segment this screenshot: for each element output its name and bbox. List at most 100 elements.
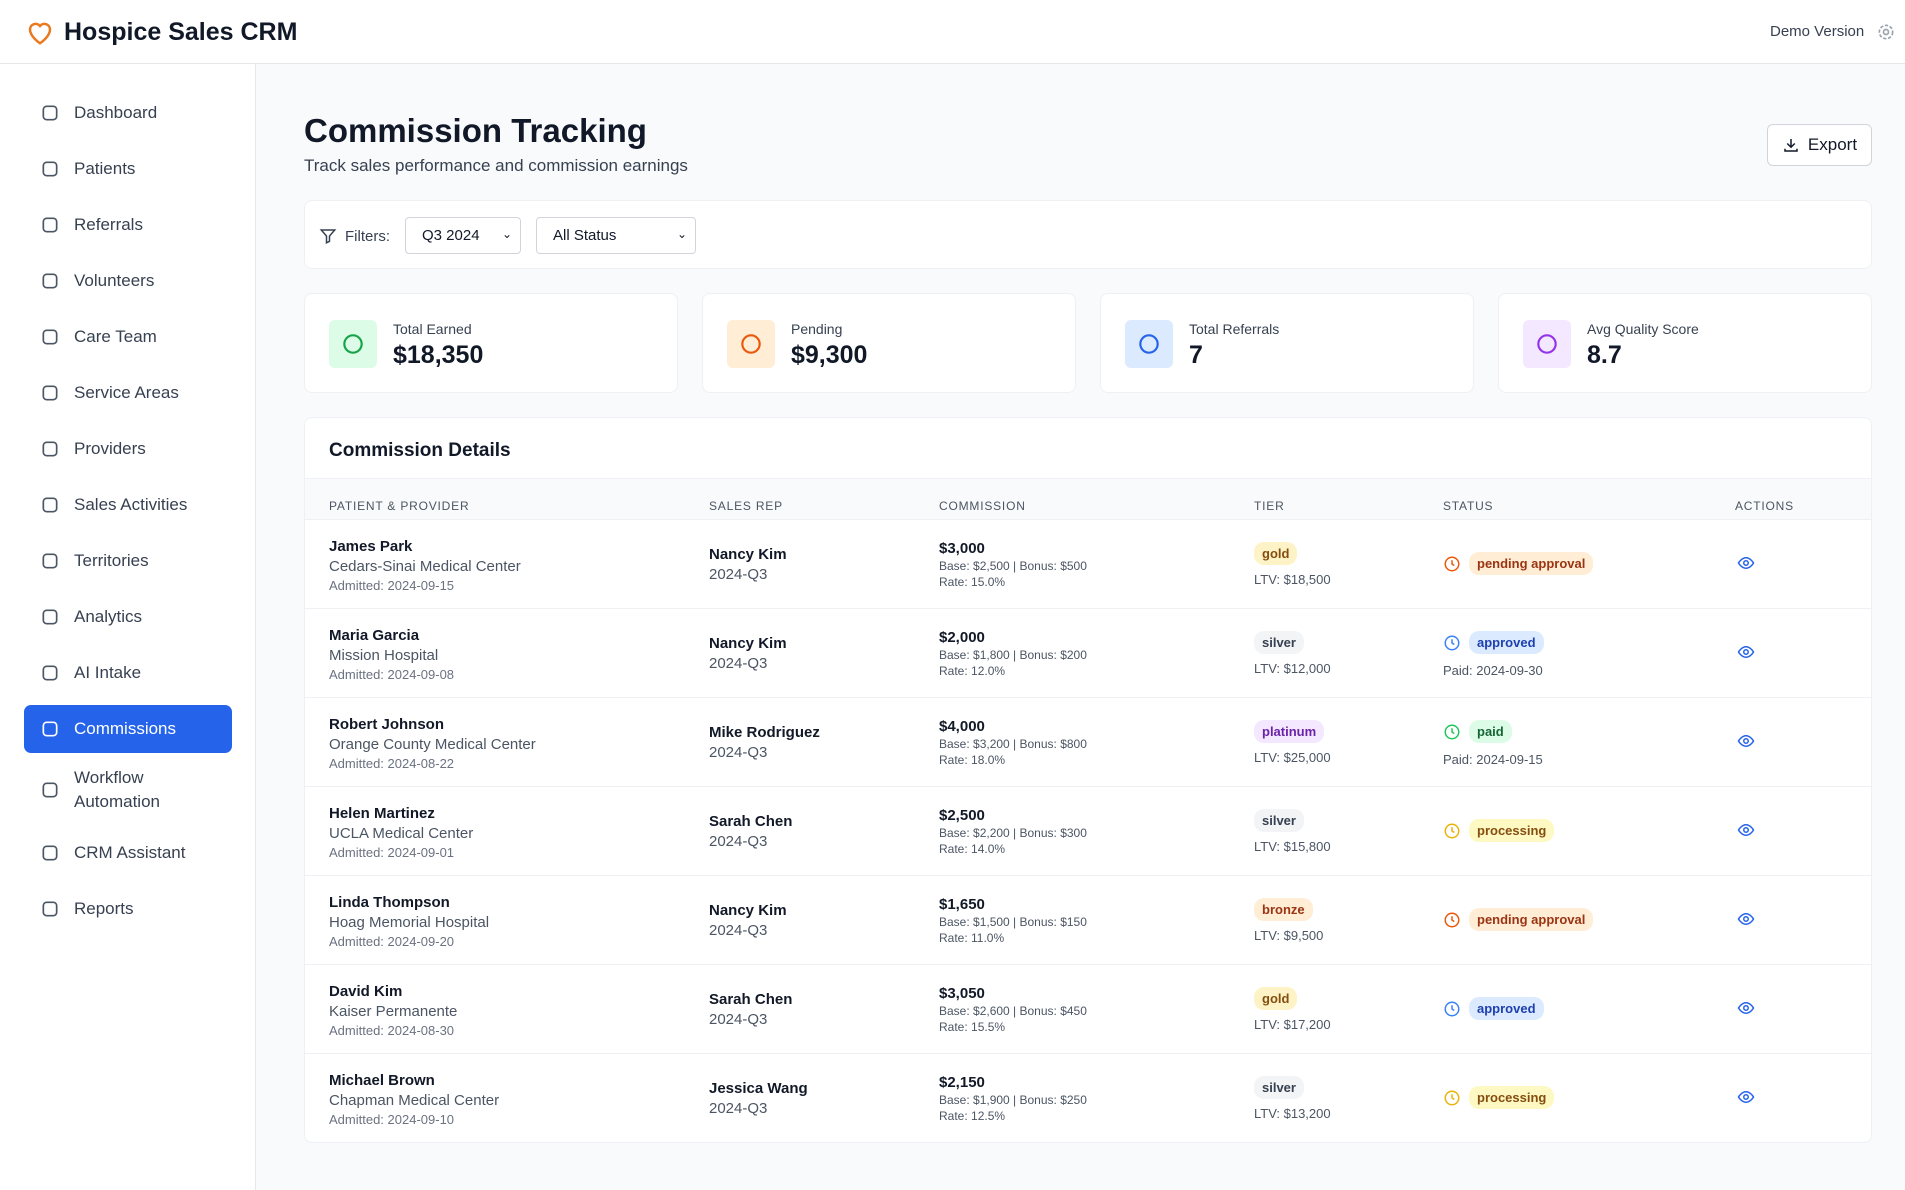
status-icon — [1444, 1001, 1460, 1016]
nav-icon — [42, 217, 58, 233]
nav-item[interactable]: AI Intake — [24, 649, 232, 697]
ltv: LTV: $15,800 — [1254, 839, 1331, 854]
filter-icon — [319, 229, 337, 244]
stat-value: 7 — [1189, 341, 1203, 369]
nav-item[interactable]: Dashboard — [24, 89, 232, 137]
patient-name: Helen Martinez — [329, 805, 435, 822]
paid-date: Paid: 2024-09-15 — [1443, 752, 1543, 767]
eye-icon — [1737, 1090, 1755, 1104]
nav-item[interactable]: CRM Assistant — [24, 829, 232, 877]
view-button[interactable] — [1737, 554, 1755, 577]
tier-badge: silver — [1254, 1076, 1304, 1099]
nav-label: Patients — [74, 159, 136, 178]
rate: Rate: 18.0% — [939, 753, 1006, 767]
stat-value: $18,350 — [393, 341, 484, 369]
filter-bar: Filters: Q3 2024 ⌄ All Status ⌄ — [304, 200, 1872, 269]
stat-card: Total Referrals 7 — [1100, 293, 1474, 393]
admitted: Admitted: 2024-09-08 — [329, 667, 455, 682]
column-header: STATUS — [1443, 499, 1494, 513]
status-badge: pending approval — [1469, 552, 1594, 575]
stat-glyph — [1537, 334, 1557, 354]
sales-rep: Sarah Chen — [709, 813, 793, 830]
nav-label: Providers — [74, 439, 146, 458]
export-button[interactable]: Export — [1767, 124, 1872, 166]
nav-item[interactable]: Providers — [24, 425, 232, 473]
nav-item[interactable]: Referrals — [24, 201, 232, 249]
patient-name: David Kim — [329, 983, 403, 1000]
view-button[interactable] — [1737, 1088, 1755, 1111]
nav-item[interactable]: Commissions — [24, 705, 232, 753]
table-row: James Park Cedars-Sinai Medical Center Adm… — [305, 520, 1871, 609]
provider: Kaiser Permanente — [329, 1003, 458, 1020]
nav-icon — [42, 665, 58, 681]
status-select[interactable]: All Status ⌄ — [536, 217, 696, 254]
nav-item[interactable]: Territories — [24, 537, 232, 585]
status-cell: paid — [1443, 720, 1512, 743]
sales-rep: Jessica Wang — [709, 1080, 808, 1097]
admitted: Admitted: 2024-09-10 — [329, 1112, 455, 1127]
nav-item[interactable]: Care Team — [24, 313, 232, 361]
nav-item[interactable]: Patients — [24, 145, 232, 193]
status-cell: approved — [1443, 997, 1544, 1020]
status-icon — [1444, 556, 1460, 571]
stat-label: Total Earned — [393, 321, 472, 337]
patient-name: Maria Garcia — [329, 627, 420, 644]
nav-icon — [42, 609, 58, 625]
status-badge: processing — [1469, 819, 1555, 842]
nav-item[interactable]: Reports — [24, 885, 232, 933]
ltv: LTV: $9,500 — [1254, 928, 1324, 943]
tier-cell: platinum — [1254, 720, 1325, 743]
nav-label: AI Intake — [74, 663, 142, 682]
status-cell: processing — [1443, 1086, 1555, 1109]
nav-item[interactable]: Service Areas — [24, 369, 232, 417]
export-label: Export — [1807, 135, 1858, 154]
tier-cell: silver — [1254, 809, 1304, 832]
stat-icon — [727, 320, 775, 368]
admitted: Admitted: 2024-09-15 — [329, 578, 455, 593]
period: 2024-Q3 — [709, 655, 768, 672]
sales-rep: Mike Rodriguez — [709, 724, 820, 741]
status-cell: pending approval — [1443, 908, 1594, 931]
status-cell: processing — [1443, 819, 1555, 842]
view-button[interactable] — [1737, 643, 1755, 666]
table-row: Michael Brown Chapman Medical Center Admit… — [305, 1054, 1871, 1142]
view-button[interactable] — [1737, 732, 1755, 755]
nav-icon — [42, 441, 58, 457]
tier-cell: silver — [1254, 1076, 1304, 1099]
status-badge: paid — [1469, 720, 1512, 743]
admitted: Admitted: 2024-08-22 — [329, 756, 455, 771]
column-header: PATIENT & PROVIDER — [329, 499, 470, 513]
breakdown: Base: $1,800 | Bonus: $200 — [939, 648, 1087, 662]
status-cell: approved — [1443, 631, 1544, 654]
view-button[interactable] — [1737, 999, 1755, 1022]
top-bar: Hospice Sales CRM Demo Version — [0, 0, 1905, 64]
patient-name: Michael Brown — [329, 1072, 435, 1089]
rate: Rate: 15.0% — [939, 575, 1006, 589]
view-button[interactable] — [1737, 821, 1755, 844]
stat-icon — [1125, 320, 1173, 368]
tier-badge: platinum — [1254, 720, 1325, 743]
stat-icon — [1523, 320, 1571, 368]
column-header: ACTIONS — [1735, 499, 1794, 513]
period: 2024-Q3 — [709, 1100, 768, 1117]
main: Commission Tracking Track sales performa… — [304, 64, 1872, 1190]
nav-icon — [42, 161, 58, 177]
nav-icon — [42, 497, 58, 513]
settings-icon[interactable] — [1876, 22, 1896, 42]
commission: $2,150 — [939, 1074, 985, 1091]
nav-item[interactable]: Volunteers — [24, 257, 232, 305]
nav-label: Dashboard — [74, 103, 158, 122]
nav-item[interactable]: Sales Activities — [24, 481, 232, 529]
nav-label: Commissions — [74, 719, 177, 738]
nav-label: CRM Assistant — [74, 843, 186, 862]
sales-rep: Nancy Kim — [709, 902, 787, 919]
nav-item[interactable]: Workflow Automation — [24, 761, 232, 819]
table-title: Commission Details — [329, 440, 511, 461]
period-select[interactable]: Q3 2024 ⌄ — [405, 217, 521, 254]
nav-item[interactable]: Analytics — [24, 593, 232, 641]
ltv: LTV: $18,500 — [1254, 572, 1331, 587]
tier-badge: silver — [1254, 809, 1304, 832]
view-button[interactable] — [1737, 910, 1755, 933]
provider: Cedars-Sinai Medical Center — [329, 558, 521, 575]
nav-icon — [42, 845, 58, 861]
